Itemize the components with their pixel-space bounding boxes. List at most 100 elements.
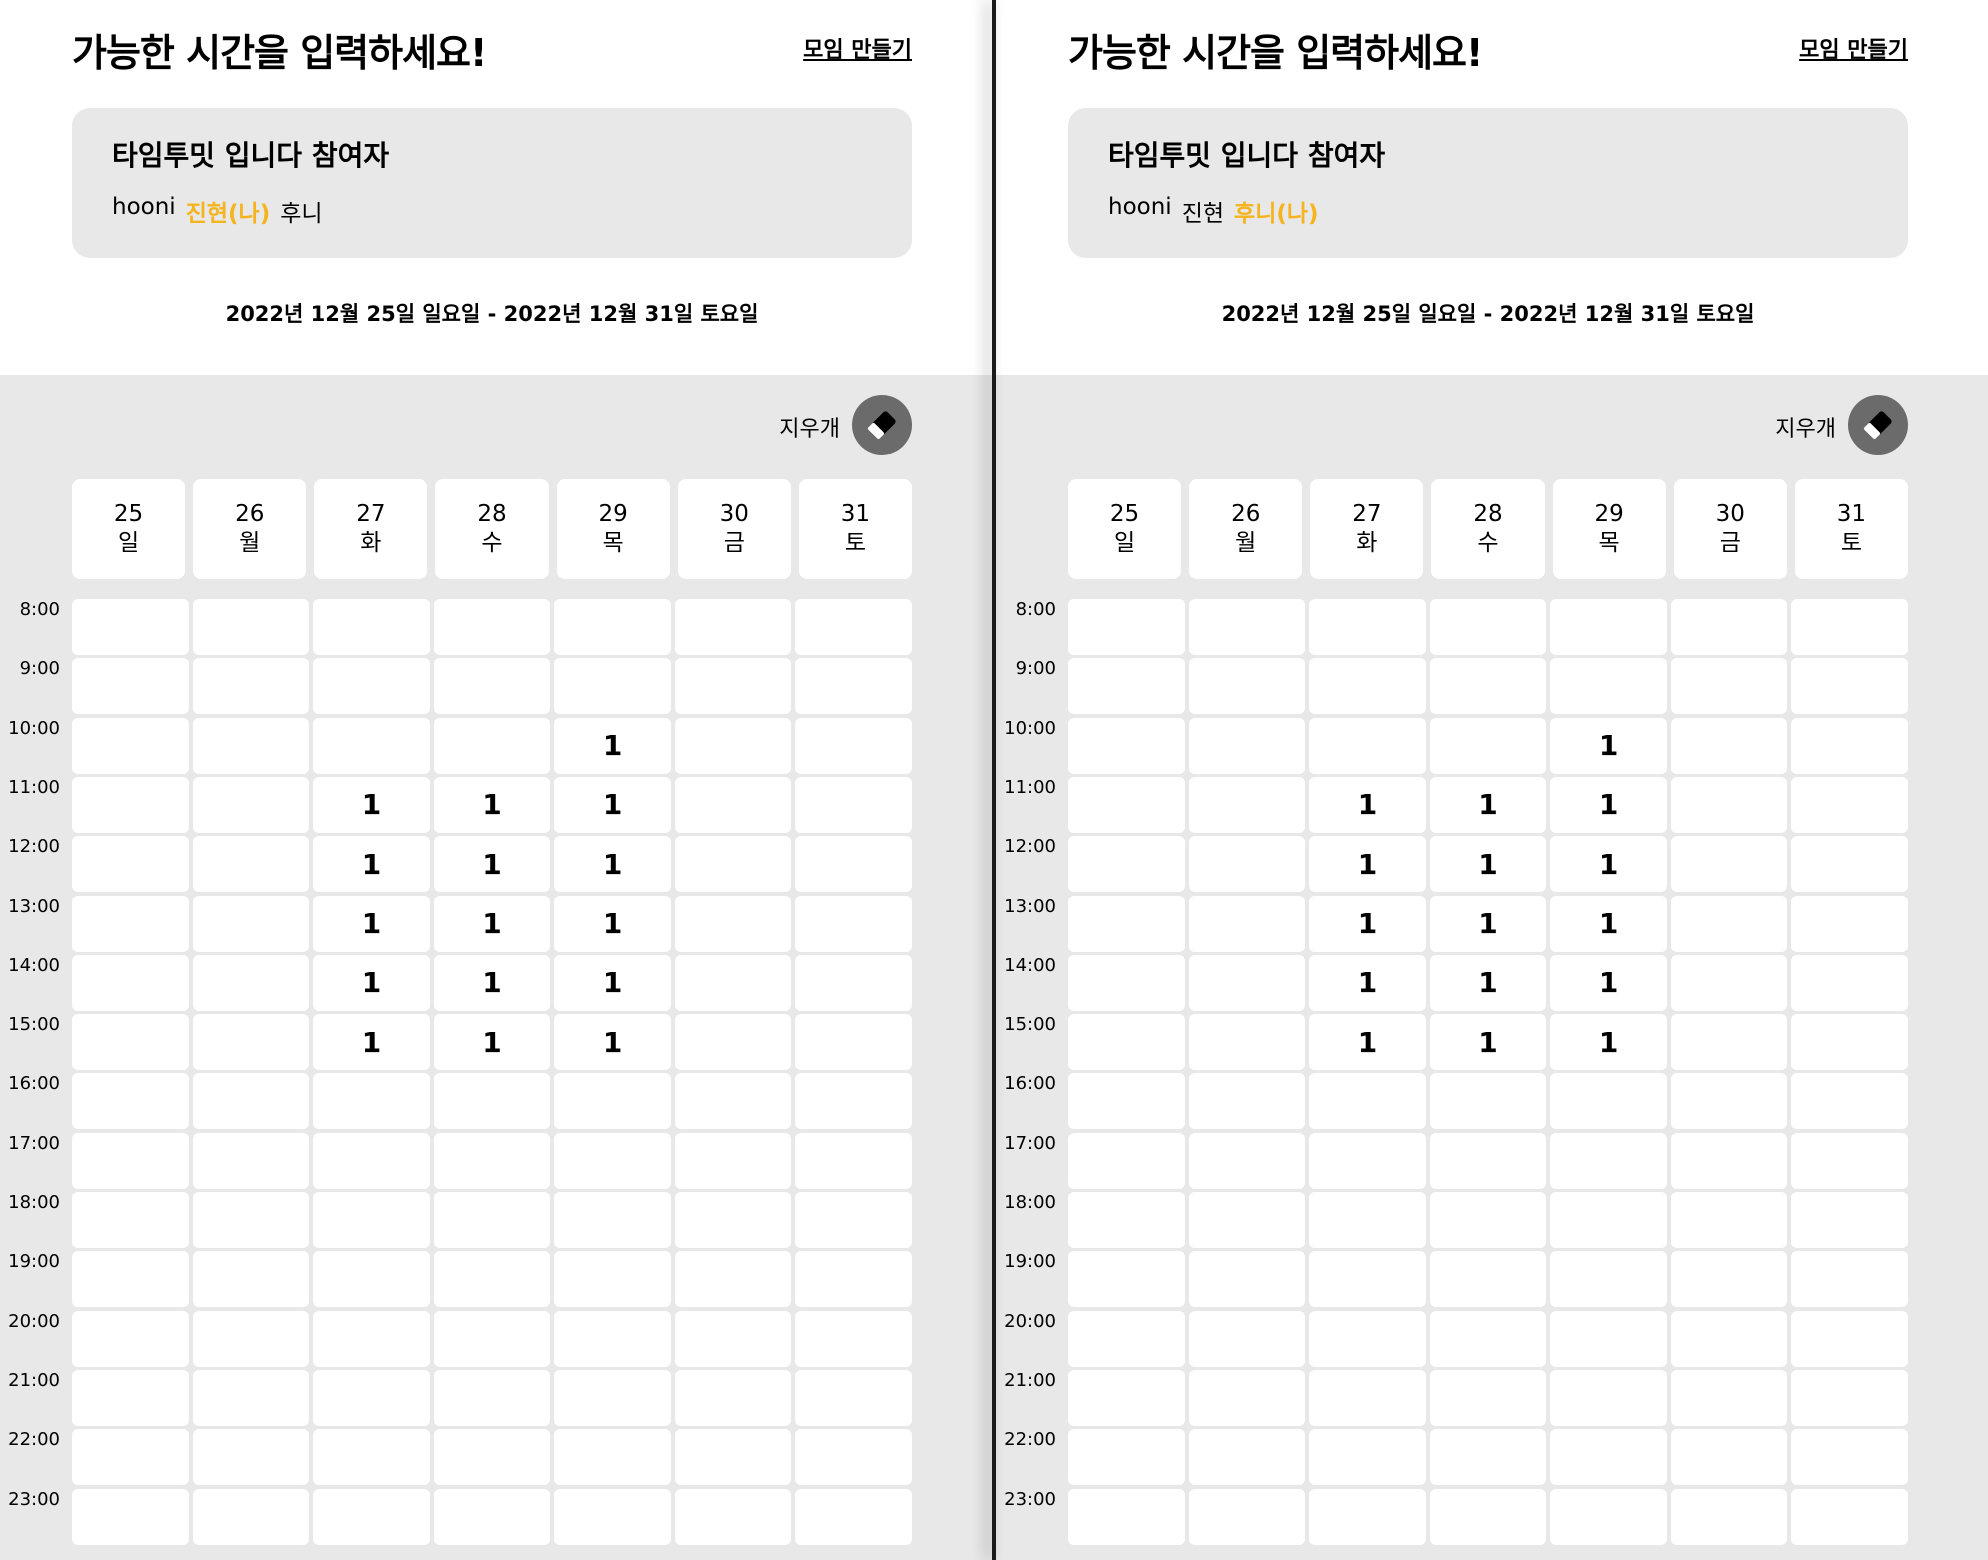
time-slot-cell[interactable] — [1670, 776, 1788, 833]
time-slot-cell[interactable] — [795, 895, 913, 952]
time-slot-cell[interactable] — [313, 1192, 430, 1248]
time-slot-cell[interactable] — [1068, 1192, 1185, 1248]
time-slot-cell[interactable] — [1429, 1429, 1547, 1486]
time-slot-cell[interactable] — [313, 1369, 430, 1426]
time-slot-cell[interactable]: 1 — [1309, 836, 1426, 893]
time-slot-cell[interactable] — [1068, 1310, 1185, 1367]
time-slot-cell[interactable] — [795, 776, 913, 833]
time-slot-cell[interactable]: 1 — [1429, 1014, 1547, 1071]
time-slot-cell[interactable] — [554, 599, 671, 655]
time-slot-cell[interactable] — [1309, 658, 1426, 715]
time-slot-cell[interactable] — [192, 1192, 310, 1248]
time-slot-cell[interactable] — [674, 1192, 792, 1248]
time-slot-cell[interactable] — [72, 1014, 189, 1071]
time-slot-cell[interactable]: 1 — [313, 1014, 430, 1071]
time-slot-cell[interactable] — [313, 1310, 430, 1367]
time-slot-cell[interactable] — [1670, 1488, 1788, 1545]
time-slot-cell[interactable] — [554, 1073, 671, 1130]
time-slot-cell[interactable] — [1429, 1132, 1547, 1189]
time-slot-cell[interactable] — [795, 658, 913, 715]
time-slot-cell[interactable] — [1791, 1014, 1909, 1071]
time-slot-cell[interactable]: 1 — [1550, 895, 1667, 952]
time-slot-cell[interactable] — [1429, 1369, 1547, 1426]
time-slot-cell[interactable]: 1 — [554, 836, 671, 893]
time-slot-cell[interactable] — [1068, 1132, 1185, 1189]
time-slot-cell[interactable] — [1309, 1310, 1426, 1367]
time-slot-cell[interactable] — [1068, 1369, 1185, 1426]
time-slot-cell[interactable] — [554, 1132, 671, 1189]
time-slot-cell[interactable]: 1 — [313, 836, 430, 893]
time-slot-cell[interactable] — [674, 1369, 792, 1426]
time-slot-cell[interactable] — [1670, 954, 1788, 1011]
time-slot-cell[interactable] — [1068, 954, 1185, 1011]
time-slot-cell[interactable] — [72, 1310, 189, 1367]
time-slot-cell[interactable] — [1791, 1369, 1909, 1426]
time-slot-cell[interactable] — [1670, 1310, 1788, 1367]
time-slot-cell[interactable] — [1188, 895, 1306, 952]
time-slot-cell[interactable] — [1429, 1073, 1547, 1130]
time-slot-cell[interactable] — [192, 1488, 310, 1545]
time-slot-cell[interactable] — [192, 776, 310, 833]
time-slot-cell[interactable] — [795, 1192, 913, 1248]
time-slot-cell[interactable] — [674, 1429, 792, 1486]
time-slot-cell[interactable] — [1068, 776, 1185, 833]
time-slot-cell[interactable]: 1 — [1550, 954, 1667, 1011]
time-slot-cell[interactable] — [1188, 1488, 1306, 1545]
time-slot-cell[interactable] — [1429, 1251, 1547, 1308]
time-slot-cell[interactable] — [1068, 1429, 1185, 1486]
time-slot-cell[interactable] — [1670, 1192, 1788, 1248]
time-slot-cell[interactable] — [1670, 1369, 1788, 1426]
time-slot-cell[interactable]: 1 — [313, 776, 430, 833]
time-slot-cell[interactable] — [795, 599, 913, 655]
time-slot-cell[interactable] — [1309, 1369, 1426, 1426]
time-slot-cell[interactable] — [1670, 1429, 1788, 1486]
time-slot-cell[interactable] — [1068, 836, 1185, 893]
time-slot-cell[interactable] — [795, 1429, 913, 1486]
time-slot-cell[interactable] — [795, 1488, 913, 1545]
time-slot-cell[interactable] — [674, 1488, 792, 1545]
time-slot-cell[interactable] — [1309, 1073, 1426, 1130]
time-slot-cell[interactable] — [674, 717, 792, 774]
time-slot-cell[interactable] — [192, 836, 310, 893]
time-slot-cell[interactable] — [313, 658, 430, 715]
time-slot-cell[interactable] — [554, 658, 671, 715]
time-slot-cell[interactable] — [192, 1369, 310, 1426]
time-slot-cell[interactable]: 1 — [313, 895, 430, 952]
time-slot-cell[interactable] — [1550, 1429, 1667, 1486]
time-slot-cell[interactable] — [1550, 1369, 1667, 1426]
time-slot-cell[interactable] — [72, 1132, 189, 1189]
time-slot-cell[interactable] — [1188, 1192, 1306, 1248]
time-slot-cell[interactable] — [192, 1014, 310, 1071]
time-slot-cell[interactable] — [192, 1429, 310, 1486]
time-slot-cell[interactable] — [1429, 717, 1547, 774]
time-slot-cell[interactable] — [554, 1310, 671, 1367]
time-slot-cell[interactable]: 1 — [554, 954, 671, 1011]
create-meeting-link[interactable]: 모임 만들기 — [803, 38, 912, 63]
time-slot-cell[interactable]: 1 — [1429, 895, 1547, 952]
time-slot-cell[interactable] — [554, 1369, 671, 1426]
time-slot-cell[interactable] — [1188, 1251, 1306, 1308]
time-slot-cell[interactable] — [1550, 1310, 1667, 1367]
time-slot-cell[interactable]: 1 — [1309, 895, 1426, 952]
time-slot-cell[interactable] — [72, 1251, 189, 1308]
time-slot-cell[interactable] — [1068, 658, 1185, 715]
time-slot-cell[interactable] — [1309, 1429, 1426, 1486]
eraser-button[interactable] — [1848, 395, 1908, 455]
time-slot-cell[interactable]: 1 — [433, 954, 551, 1011]
time-slot-cell[interactable] — [1309, 717, 1426, 774]
time-slot-cell[interactable] — [554, 1192, 671, 1248]
time-slot-cell[interactable] — [674, 1014, 792, 1071]
time-slot-cell[interactable] — [72, 954, 189, 1011]
time-slot-cell[interactable] — [1791, 1310, 1909, 1367]
time-slot-cell[interactable] — [313, 1073, 430, 1130]
time-slot-cell[interactable]: 1 — [433, 836, 551, 893]
time-slot-cell[interactable] — [674, 658, 792, 715]
time-slot-cell[interactable] — [192, 1132, 310, 1189]
time-slot-cell[interactable] — [1309, 1192, 1426, 1248]
time-slot-cell[interactable] — [795, 717, 913, 774]
time-slot-cell[interactable] — [1188, 1310, 1306, 1367]
time-slot-cell[interactable] — [313, 1429, 430, 1486]
time-slot-cell[interactable] — [1670, 599, 1788, 655]
time-slot-cell[interactable] — [1309, 1251, 1426, 1308]
time-slot-cell[interactable] — [1670, 836, 1788, 893]
